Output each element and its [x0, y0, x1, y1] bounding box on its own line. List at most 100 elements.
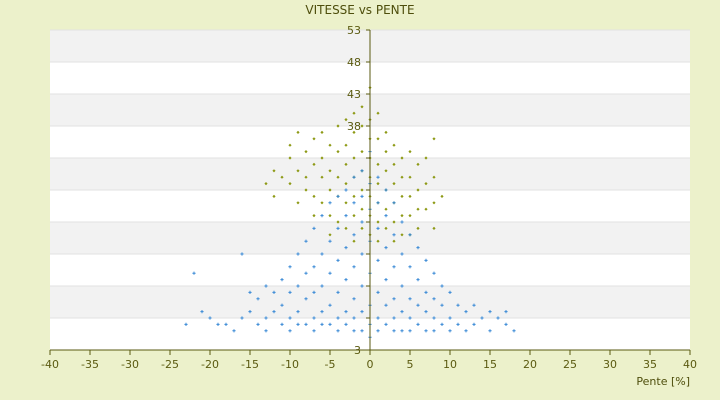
data-point	[416, 226, 420, 230]
data-point	[376, 111, 380, 115]
data-point	[256, 297, 260, 301]
data-point	[352, 130, 356, 134]
data-point	[184, 322, 188, 326]
data-point	[376, 175, 380, 179]
data-point	[416, 278, 420, 282]
data-point	[432, 316, 436, 320]
data-point	[296, 201, 300, 205]
data-point	[264, 182, 268, 186]
chart-title: VITESSE vs PENTE	[305, 3, 414, 17]
data-point	[320, 156, 324, 160]
x-tick-label: 40	[683, 358, 697, 371]
data-point	[448, 290, 452, 294]
data-point	[296, 130, 300, 134]
x-tick-label: -35	[81, 358, 99, 371]
data-point	[480, 316, 484, 320]
data-point	[360, 207, 364, 211]
data-point	[400, 252, 404, 256]
data-point	[264, 329, 268, 333]
data-point	[464, 329, 468, 333]
data-point	[384, 214, 388, 218]
data-point	[352, 265, 356, 269]
data-point	[392, 143, 396, 147]
data-point	[400, 175, 404, 179]
x-tick-label: -40	[41, 358, 59, 371]
data-point	[360, 188, 364, 192]
data-point	[392, 265, 396, 269]
data-point	[320, 175, 324, 179]
data-point	[288, 156, 292, 160]
data-point	[392, 182, 396, 186]
data-point	[384, 226, 388, 230]
x-tick-label: 30	[603, 358, 617, 371]
data-point	[312, 162, 316, 166]
data-point	[408, 265, 412, 269]
data-point	[448, 316, 452, 320]
data-point	[408, 233, 412, 237]
data-point	[400, 310, 404, 314]
data-point	[320, 310, 324, 314]
data-point	[424, 182, 428, 186]
data-point	[336, 175, 340, 179]
data-point	[336, 124, 340, 128]
x-tick-label: -30	[121, 358, 139, 371]
data-point	[440, 303, 444, 307]
data-point	[384, 278, 388, 282]
data-point	[344, 214, 348, 218]
data-point	[392, 233, 396, 237]
data-point	[416, 188, 420, 192]
data-point	[272, 310, 276, 314]
data-point	[384, 188, 388, 192]
data-point	[360, 105, 364, 109]
data-point	[440, 284, 444, 288]
data-point	[336, 220, 340, 224]
data-point	[344, 188, 348, 192]
data-point	[328, 188, 332, 192]
data-point	[312, 214, 316, 218]
data-point	[408, 297, 412, 301]
data-point	[504, 310, 508, 314]
data-point	[248, 310, 252, 314]
data-point	[432, 201, 436, 205]
data-point	[352, 316, 356, 320]
series-2	[184, 150, 516, 339]
data-point	[376, 226, 380, 230]
data-point	[472, 303, 476, 307]
data-point	[320, 252, 324, 256]
data-point	[384, 150, 388, 154]
data-point	[328, 143, 332, 147]
x-tick-label: -10	[281, 358, 299, 371]
data-point	[328, 214, 332, 218]
data-point	[216, 322, 220, 326]
data-point	[296, 169, 300, 173]
data-point	[264, 316, 268, 320]
data-point	[424, 207, 428, 211]
data-point	[208, 316, 212, 320]
data-point	[392, 239, 396, 243]
data-point	[496, 316, 500, 320]
data-point	[200, 310, 204, 314]
data-point	[256, 322, 260, 326]
data-point	[312, 265, 316, 269]
data-point	[344, 143, 348, 147]
data-point	[360, 252, 364, 256]
data-point	[328, 239, 332, 243]
data-point	[440, 194, 444, 198]
data-point	[376, 316, 380, 320]
data-point	[376, 239, 380, 243]
data-point	[360, 150, 364, 154]
data-point	[400, 194, 404, 198]
data-point	[336, 226, 340, 230]
data-point	[344, 118, 348, 122]
data-point	[304, 322, 308, 326]
data-point	[232, 329, 236, 333]
data-point	[344, 201, 348, 205]
data-point	[488, 310, 492, 314]
data-point	[288, 290, 292, 294]
data-point	[400, 329, 404, 333]
x-tick-label: 35	[643, 358, 657, 371]
data-point	[344, 182, 348, 186]
data-point	[344, 310, 348, 314]
data-point	[408, 329, 412, 333]
